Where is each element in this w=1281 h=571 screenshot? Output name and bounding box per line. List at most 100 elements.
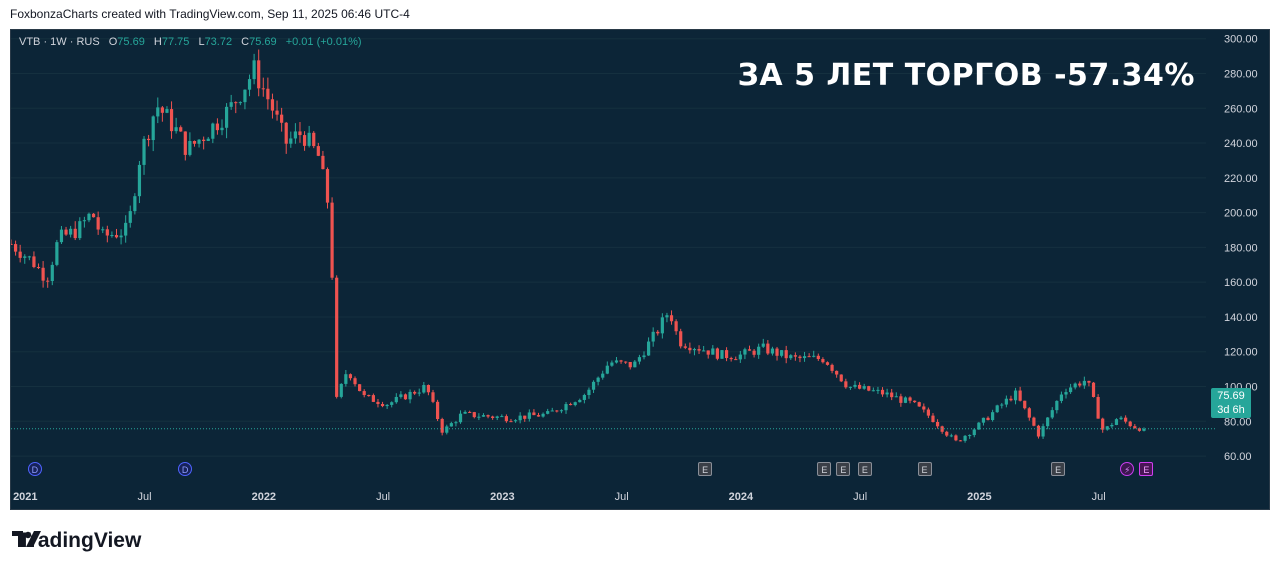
candle-body [458,413,463,423]
candle-body [968,435,972,437]
candle-body [298,131,302,136]
earnings-marker[interactable]: E [1051,462,1066,476]
candle-body [546,411,550,414]
candle-body [1023,400,1027,409]
candle-body [50,264,54,282]
candle-body [179,127,183,132]
candle-body [280,114,284,123]
price-tick-label: 240.00 [1224,138,1258,150]
candle-body [156,107,160,117]
candle-body [151,116,155,141]
earnings-marker[interactable]: E [857,462,872,476]
candlestick-chart[interactable]: 60.0080.00100.00120.00140.00160.00180.00… [11,30,1269,509]
candle-body [816,355,820,360]
candle-body [991,412,995,421]
candle-body [766,343,770,354]
candle-body [275,110,279,115]
candle-body [913,400,917,403]
tradingview-logo[interactable]: TradingView [12,529,141,553]
candle-body [844,381,848,388]
candle-body [789,355,793,359]
time-tick-label: Jul [138,491,152,503]
candle-body [477,416,481,418]
candle-body [702,350,706,352]
candle-body [711,348,715,355]
candle-body [64,229,68,235]
symbol-name[interactable]: VTB · 1W · RUS [19,36,100,48]
earnings-marker[interactable]: E [817,462,832,476]
price-axis[interactable]: 60.0080.00100.00120.00140.00160.00180.00… [1224,34,1258,463]
candle-body [1133,426,1137,429]
earnings-marker[interactable]: E [836,462,851,476]
candle-body [11,243,13,245]
candle-body [192,141,197,144]
candle-body [624,361,628,363]
candle-body [949,435,953,437]
candle-body [683,346,687,348]
candle-body [1032,417,1036,426]
candle-body [454,422,458,424]
candle-body [422,385,426,393]
candle-body [1004,398,1008,405]
chart-panel[interactable]: 60.0080.00100.00120.00140.00160.00180.00… [10,29,1270,510]
close-value: 75.69 [249,36,277,48]
candles [11,49,1146,443]
earnings-marker[interactable]: E [698,462,713,476]
symbol-legend[interactable]: VTB · 1W · RUS O75.69 H77.75 L73.72 C75.… [19,36,362,48]
candle-body [1142,428,1146,431]
candle-body [646,341,651,356]
candle-body [743,349,747,355]
candle-body [69,228,73,235]
candle-body [908,397,912,401]
candle-body [1059,394,1064,401]
candle-body [1073,383,1077,388]
candle-body [780,350,784,356]
candle-body [266,88,270,100]
earnings-marker[interactable]: E [1139,462,1154,476]
candle-body [114,235,119,238]
candle-body [1082,380,1086,386]
chart-attribution: FoxbonzaCharts created with TradingView.… [10,7,410,21]
candle-body [435,401,440,419]
time-tick-label: 2022 [252,491,276,503]
candle-body [344,374,348,384]
candle-body [486,415,490,417]
time-axis[interactable]: 2021 Jul 2022 Jul 2023 Jul 2024 Jul 2025 Jul [13,491,1106,503]
candle-body [55,242,59,265]
candle-body [692,349,697,351]
price-tick-label: 220.00 [1224,173,1258,185]
candle-body [335,277,339,397]
candle-body [238,102,242,104]
price-tick-label: 120.00 [1224,347,1258,359]
low-label: L [198,36,205,48]
candle-body [559,410,564,412]
candle-body [500,416,504,418]
candle-body [174,127,178,132]
open-value: 75.69 [117,36,145,48]
candle-body [802,356,807,359]
dividend-marker[interactable]: D [178,462,193,476]
candle-body [13,244,18,252]
candle-body [302,135,307,146]
candle-body [1101,418,1105,430]
candle-body [504,416,508,422]
candle-body [1096,396,1100,419]
candle-body [853,384,857,387]
candle-body [715,348,719,359]
candle-body [945,431,949,436]
candle-body [325,169,330,203]
candle-body [321,155,325,170]
candle-body [798,356,802,359]
candle-body [867,386,871,391]
dividend-marker[interactable]: D [27,462,42,476]
candle-body [605,365,609,374]
candle-body [669,315,674,322]
earnings-marker[interactable]: E [917,462,932,476]
candle-body [679,331,683,347]
split-marker[interactable]: ⚡ [1120,462,1135,476]
candle-body [665,315,669,318]
candle-body [825,362,830,365]
candle-body [977,422,981,430]
candle-body [284,122,288,144]
candle-body [252,60,256,80]
